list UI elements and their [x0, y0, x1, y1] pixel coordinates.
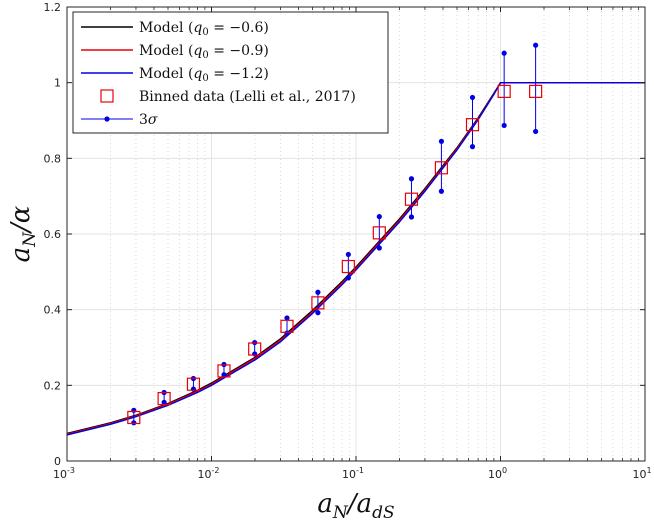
- error-bar-low-point: [161, 399, 167, 405]
- error-bar-low-point: [376, 245, 382, 251]
- binned-data-point: [529, 84, 543, 98]
- legend-swatch-square: [100, 89, 114, 103]
- binned-data-point: [497, 84, 511, 98]
- legend-text-main: 3: [139, 112, 148, 128]
- error-bar-high-point: [284, 315, 290, 321]
- y-label-slash: /: [6, 221, 36, 235]
- y-tick-label: 0: [54, 455, 61, 468]
- legend-text-main: Model (: [139, 20, 193, 36]
- binned-data-point: [157, 391, 171, 406]
- y-label-sub-n: N: [20, 231, 40, 248]
- series-line-3: [66, 81, 645, 436]
- error-bar-low-point: [408, 214, 415, 220]
- series-group: [66, 81, 645, 436]
- binned-data-point: [404, 192, 419, 206]
- x-tick-exponent: -3: [67, 466, 75, 475]
- x-tick-exponent: 1: [646, 466, 651, 475]
- legend-text-sub: 0: [202, 27, 208, 38]
- x-label-sub-ds: dS: [372, 503, 395, 523]
- y-tick-label: 0.4: [44, 304, 62, 317]
- binned-data-point: [465, 118, 480, 132]
- error-bar-high-point: [131, 407, 137, 413]
- x-label-sub-n: N: [332, 503, 349, 523]
- legend-entry-2: Model (q0 = −0.9): [139, 43, 269, 61]
- legend-text-rest: = −0.6): [209, 20, 269, 36]
- error-bar-low-point: [252, 351, 258, 357]
- error-bar-low-point: [221, 372, 227, 378]
- x-label-a: a: [317, 489, 333, 519]
- y-tick-label: 1: [54, 77, 61, 90]
- legend-text-math: q: [193, 43, 202, 59]
- binned-data-point: [311, 296, 325, 310]
- error-bar-high-point: [315, 289, 321, 295]
- error-bar-low-point: [469, 144, 476, 150]
- binned-data-point: [217, 364, 231, 378]
- x-label-a2: a: [357, 489, 373, 519]
- legend-text-main: Model (: [139, 43, 193, 59]
- error-bar-high-point: [501, 50, 507, 56]
- legend-text-sub: 0: [202, 73, 208, 84]
- error-bar-high-point: [408, 176, 415, 182]
- x-axis-label: aN/adS: [317, 489, 394, 523]
- markers-group: [127, 42, 543, 426]
- x-label-slash: /: [345, 489, 359, 519]
- binned-data-point: [280, 319, 294, 333]
- legend-text-main: Binned data (Lelli et al., 2017): [139, 89, 356, 105]
- y-label-a: a: [6, 247, 36, 263]
- legend-swatch-dot: [104, 116, 110, 122]
- error-bar-low-point: [438, 188, 445, 194]
- y-tick-label: 1.2: [44, 1, 62, 14]
- error-bar-high-point: [376, 213, 382, 220]
- binned-data-point: [372, 226, 386, 240]
- y-tick-label: 0.8: [44, 152, 62, 165]
- legend: Model (q0 = −0.6)Model (q0 = −0.9)Model …: [72, 11, 389, 134]
- y-axis-label: aN/α: [6, 205, 40, 262]
- legend-entry-4: Binned data (Lelli et al., 2017): [139, 89, 356, 105]
- binned-data-point: [248, 342, 262, 356]
- legend-text-math: q: [193, 20, 202, 36]
- legend-text-sub: 0: [202, 50, 208, 61]
- error-bar-low-point: [501, 122, 507, 129]
- x-tick-exponent: 0: [502, 466, 507, 475]
- error-bar-low-point: [190, 386, 197, 392]
- error-bar-high-point: [469, 94, 476, 101]
- x-tick-exponent: -2: [212, 466, 220, 475]
- legend-text-rest: = −0.9): [209, 43, 269, 59]
- y-label-alpha: α: [6, 205, 36, 223]
- y-tick-label: 0.6: [44, 228, 62, 241]
- y-tick-label: 0.2: [44, 379, 62, 392]
- error-bar-low-point: [131, 420, 137, 426]
- error-bar-low-point: [345, 275, 351, 281]
- error-bar-low-point: [315, 310, 321, 316]
- error-bar-low-point: [533, 128, 539, 135]
- legend-entry-5: 3σ: [139, 112, 158, 128]
- binned-data-point: [434, 161, 449, 175]
- x-tick-exponent: -1: [356, 466, 364, 475]
- legend-text-rest: = −1.2): [209, 66, 269, 82]
- legend-text-main: Model (: [139, 66, 193, 82]
- binned-data-point: [341, 259, 355, 274]
- error-bar-low-point: [284, 330, 290, 336]
- legend-text-math: q: [193, 66, 202, 82]
- legend-entry-1: Model (q0 = −0.6): [139, 20, 269, 38]
- error-bar-high-point: [345, 251, 351, 258]
- legend-text-math: σ: [148, 112, 158, 128]
- error-bar-high-point: [438, 138, 445, 144]
- binned-data-point: [186, 377, 201, 391]
- legend-entry-3: Model (q0 = −1.2): [139, 66, 269, 84]
- binned-data-point: [127, 410, 141, 425]
- error-bar-high-point: [533, 42, 539, 48]
